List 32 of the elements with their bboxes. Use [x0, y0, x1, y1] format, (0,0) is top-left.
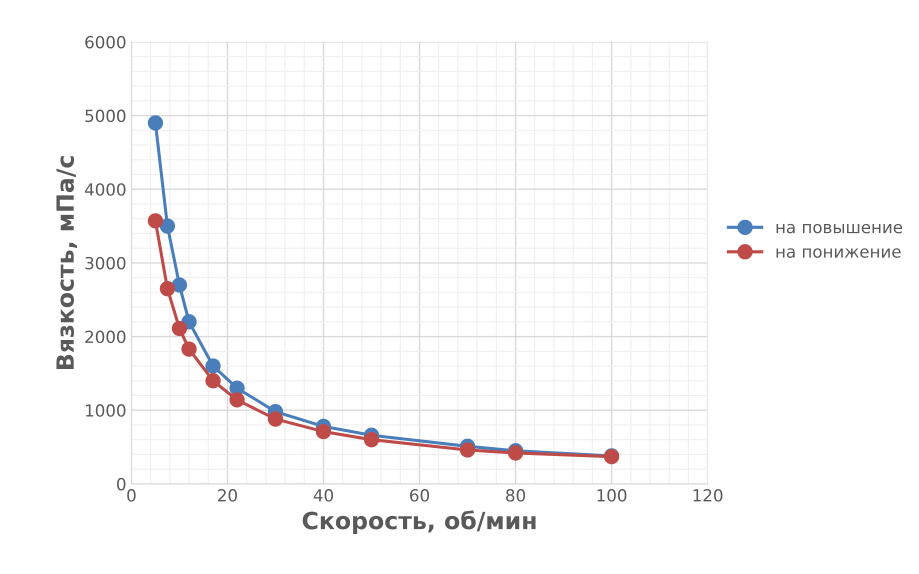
legend-label: на повышение: [776, 224, 902, 234]
point: [172, 277, 188, 293]
y-tick-label: 4000: [84, 183, 126, 196]
legend-label: на понижение: [776, 248, 901, 258]
point: [205, 358, 221, 374]
y-tick-label: 5000: [85, 110, 126, 122]
y-tick-label: 2000: [85, 330, 126, 344]
point: [160, 218, 176, 234]
y-tick-label: 0: [117, 478, 126, 490]
point: [181, 341, 197, 357]
y-tick-label: 6000: [85, 36, 126, 48]
x-tick-label: 120: [694, 489, 722, 502]
y-axis-title: Вязкость, мПа/с: [56, 156, 78, 369]
y-tick-label: 3000: [85, 256, 126, 270]
point: [205, 373, 221, 388]
point: [148, 213, 164, 229]
x-tick-label: 0: [127, 489, 136, 502]
point: [148, 115, 164, 131]
point: [316, 424, 332, 440]
point: [229, 392, 245, 408]
y-tick-label: 1000: [86, 404, 126, 417]
x-tick-label: 60: [410, 489, 430, 502]
x-tick-label: 20: [218, 489, 237, 502]
point: [160, 281, 176, 296]
x-tick-label: 80: [506, 489, 526, 502]
x-tick-label: 100: [598, 489, 626, 502]
x-axis-title: Скорость, об/мин: [302, 510, 536, 534]
point: [268, 411, 284, 427]
point: [460, 442, 476, 458]
x-tick-label: 40: [314, 489, 333, 502]
point: [172, 320, 188, 336]
point: [364, 432, 380, 448]
